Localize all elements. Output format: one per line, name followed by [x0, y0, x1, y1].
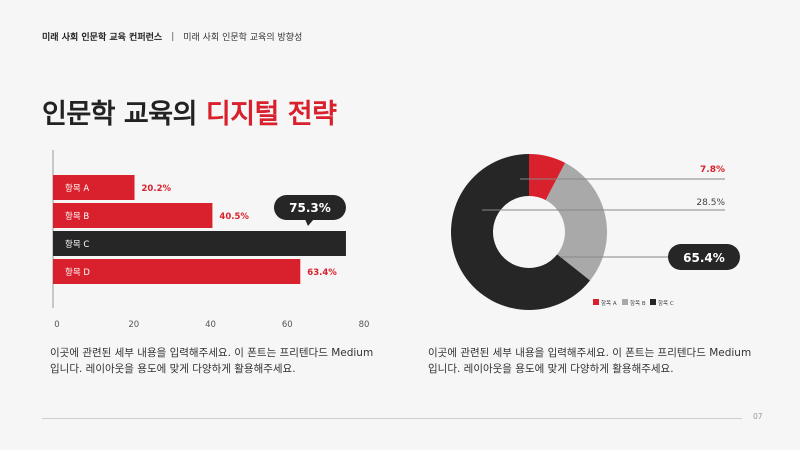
- legend-label: 항목 C: [658, 299, 674, 307]
- header-subtitle: 미래 사회 인문학 교육의 방향성: [183, 33, 303, 43]
- title-main: 인문학 교육의: [42, 99, 197, 130]
- header: 미래 사회 인문학 교육 컨퍼런스 | 미래 사회 인문학 교육의 방향성: [42, 30, 303, 44]
- x-tick-label: 40: [205, 320, 216, 330]
- bar: [53, 175, 135, 200]
- description-left: 이곳에 관련된 세부 내용을 입력해주세요. 이 폰트는 프리텐다드 Mediu…: [50, 347, 374, 375]
- bar-value-label: 63.4%: [307, 268, 337, 278]
- footer-divider: [42, 418, 742, 419]
- legend-label: 항목 A: [601, 299, 617, 307]
- bar-value-label: 20.2%: [142, 184, 172, 194]
- bar-category-label: 항목 C: [65, 240, 89, 250]
- legend-swatch: [622, 299, 628, 305]
- bar-category-label: 항목 A: [65, 184, 89, 194]
- bar-value-label: 40.5%: [219, 212, 249, 222]
- highlight-callout-pointer: [304, 219, 314, 226]
- bar-category-label: 항목 D: [65, 268, 90, 278]
- page-number: 07: [753, 412, 763, 421]
- bar-value-label: 75.3%: [289, 201, 331, 215]
- highlight-callout: [273, 195, 346, 220]
- slice-callout: [668, 244, 740, 270]
- title-accent: 디지털 전략: [205, 99, 337, 130]
- slice-value-label: 7.8%: [700, 165, 725, 175]
- x-tick-label: 0: [54, 320, 59, 330]
- donut-slice: [529, 154, 566, 201]
- header-separator: |: [171, 31, 175, 42]
- donut-slice: [451, 154, 591, 310]
- x-tick-label: 60: [282, 320, 293, 330]
- bar-category-label: 항목 B: [65, 212, 89, 222]
- slice-value-label: 65.4%: [683, 251, 725, 265]
- bar: [53, 259, 301, 284]
- legend-swatch: [650, 299, 656, 305]
- x-tick-label: 20: [128, 320, 139, 330]
- description-right: 이곳에 관련된 세부 내용을 입력해주세요. 이 폰트는 프리텐다드 Mediu…: [428, 347, 752, 375]
- x-tick-label: 80: [359, 320, 370, 330]
- bar: [53, 231, 346, 256]
- donut-slice: [545, 162, 607, 281]
- slice-value-label: 28.5%: [696, 198, 725, 208]
- legend-swatch: [593, 299, 599, 305]
- legend-label: 항목 B: [630, 299, 646, 307]
- conference-name: 미래 사회 인문학 교육 컨퍼런스: [42, 33, 163, 43]
- page-title: 인문학 교육의 디지털 전략: [42, 92, 337, 131]
- bar: [53, 203, 213, 228]
